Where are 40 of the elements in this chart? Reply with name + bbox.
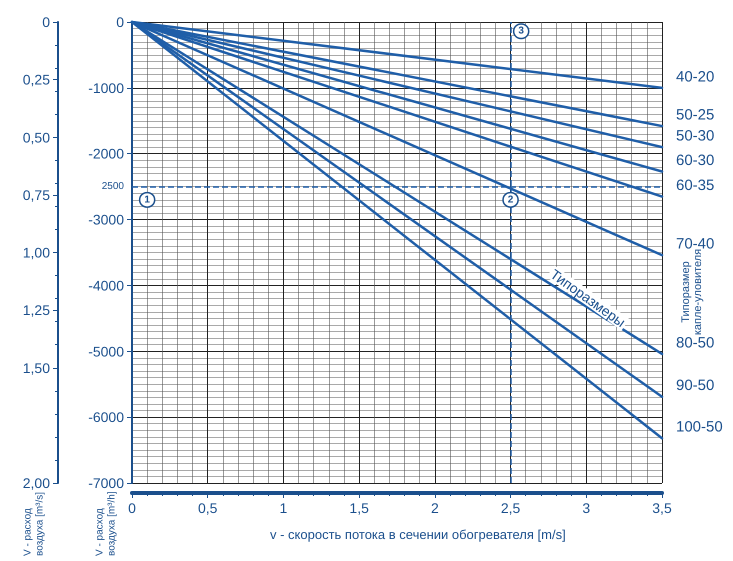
y2-tick-label: 0,25 — [22, 72, 50, 88]
text: Типоразмер капле-уловителя — [680, 248, 704, 336]
x-tick-label: 1,5 — [349, 500, 370, 516]
annotation: 3 — [518, 26, 524, 37]
y-tick-label: -5000 — [88, 343, 124, 360]
annotation: 1 — [144, 194, 150, 206]
annotation: 2 — [508, 194, 514, 206]
series-label: 90-50 — [676, 377, 714, 394]
y2-tick-label: 0,75 — [22, 186, 50, 203]
text: 2500 — [102, 181, 124, 192]
y-tick-label: -1000 — [88, 80, 124, 96]
y-tick-label: -7000 — [88, 475, 124, 491]
x-tick-label: 3,5 — [652, 500, 672, 516]
x-axis-title: v - скорость потока в сечении обогревателя [m/s] — [270, 527, 566, 542]
y-tick-label: -6000 — [88, 409, 124, 426]
series-label: 50-30 — [676, 128, 714, 145]
x-tick-label: 0,5 — [198, 500, 218, 516]
y2-tick-label: 1,50 — [22, 360, 50, 376]
x-tick-label: 1 — [280, 500, 288, 516]
y2-axis-title: V - расход воздуха [m³/s] — [22, 492, 46, 556]
series-label: 100-50 — [676, 418, 723, 436]
y2-tick-label: 1,25 — [22, 302, 50, 318]
y2-tick-label: 0 — [42, 14, 50, 30]
y2-tick-label: 1,00 — [22, 244, 50, 260]
y-axis-title: V - расход воздуха [m³/h] — [94, 491, 118, 556]
y-tick-label: -2000 — [88, 146, 124, 162]
y-tick-label: 0 — [116, 14, 124, 30]
y2-tick-label: 2,00 — [22, 475, 50, 491]
series-label: 40-20 — [676, 68, 714, 86]
x-tick-label: 2,5 — [500, 500, 521, 516]
x-tick-label: 3 — [582, 500, 590, 516]
series-label: 80-50 — [676, 334, 714, 352]
x-tick-label: 2 — [430, 500, 439, 516]
series-label: 60-30 — [676, 152, 714, 169]
y-tick-label: -3000 — [88, 212, 124, 228]
series-label: 60-35 — [676, 177, 714, 194]
series-label: 50-25 — [676, 106, 714, 124]
x-tick-label: 0 — [128, 500, 136, 516]
y-tick-label: -4000 — [88, 277, 124, 294]
y2-tick-label: 0,50 — [22, 129, 50, 146]
